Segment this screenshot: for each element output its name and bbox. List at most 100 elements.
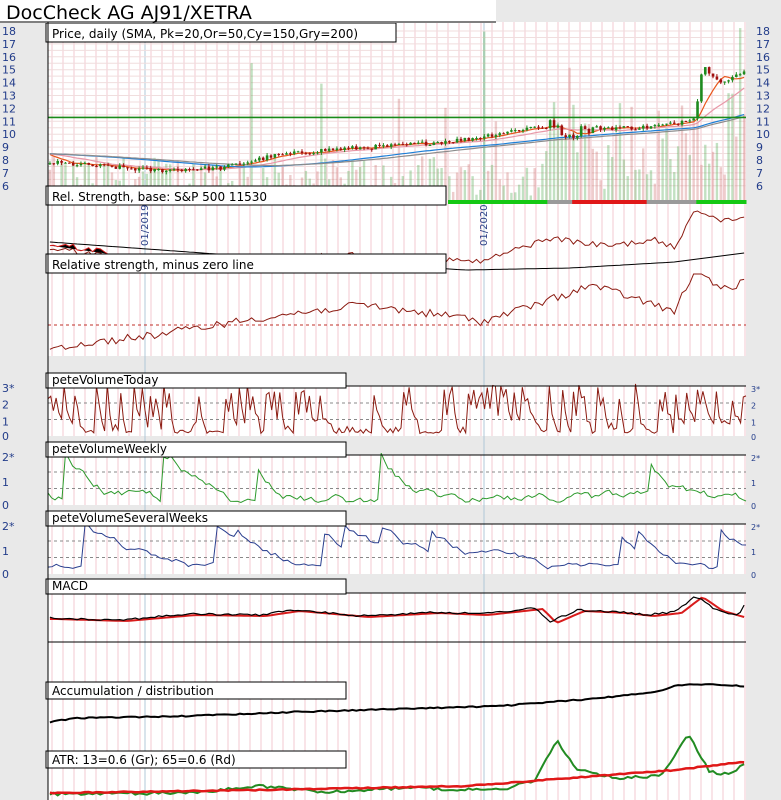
- panel-title: Price, daily (SMA, Pk=20,Or=50,Cy=150,Gr…: [52, 27, 358, 41]
- candle-body: [153, 169, 156, 172]
- range-strip-segment: [559, 200, 573, 204]
- volume-bar: [358, 166, 362, 204]
- candle-body: [168, 169, 172, 171]
- candle-body: [510, 130, 513, 132]
- volume-bar: [382, 165, 385, 204]
- candle-body: [626, 126, 630, 128]
- volume-bar: [397, 98, 401, 204]
- price-right-y-tick: 18: [756, 25, 770, 38]
- candle-body: [413, 142, 416, 144]
- candle-body: [475, 137, 478, 139]
- candle-body: [459, 138, 463, 141]
- volume-bar: [463, 170, 467, 204]
- range-strip-segment: [534, 200, 548, 204]
- volume-bar: [165, 163, 168, 204]
- range-strip-segment: [485, 200, 499, 204]
- candle-body: [521, 129, 525, 132]
- candle-body: [428, 144, 432, 146]
- range-strip-segment: [497, 200, 511, 204]
- volume-bar: [707, 163, 711, 204]
- candle-body: [60, 161, 63, 163]
- candle-body: [172, 169, 176, 171]
- panel-title-box: [45, 750, 347, 769]
- candle-body: [149, 167, 153, 172]
- volume-several-line: [47, 522, 747, 570]
- candle-body: [657, 124, 661, 126]
- candle-body: [68, 162, 71, 164]
- volume-bar: [537, 187, 540, 204]
- volume-bar: [176, 161, 180, 204]
- candle-body: [227, 164, 230, 167]
- candle-body: [603, 127, 606, 130]
- date-label: 01/2020: [479, 204, 490, 246]
- volume-bar: [521, 176, 525, 204]
- volume-bar: [622, 159, 626, 204]
- volume-bar: [700, 164, 703, 204]
- candle-body: [649, 126, 653, 129]
- main-title-box: [0, 0, 496, 23]
- volume-weekly-y-tick: 2*: [2, 451, 15, 464]
- candle-body: [374, 144, 377, 150]
- candle-body: [448, 141, 451, 143]
- candle-body: [378, 144, 381, 146]
- volume-bar: [727, 93, 730, 204]
- candle-body: [696, 101, 699, 119]
- candle-body: [735, 74, 738, 77]
- panel-vweekly-bg: [48, 455, 746, 505]
- volume-bar: [704, 144, 707, 204]
- candle-body: [71, 162, 75, 166]
- candle-body: [634, 129, 637, 131]
- volume-today-right-y-tick: 1: [751, 418, 756, 427]
- candle-body: [544, 127, 548, 129]
- panel-title-box: [45, 372, 347, 389]
- atr-65-line: [49, 760, 745, 795]
- panel-title-box: [45, 681, 347, 700]
- volume-bar: [595, 151, 598, 204]
- candle-body: [203, 166, 207, 169]
- range-strip-segment: [621, 200, 635, 204]
- candle-body: [192, 169, 195, 171]
- candle-body: [316, 152, 319, 154]
- candle-body: [75, 165, 79, 167]
- volume-bar: [95, 157, 98, 204]
- range-strip-segment: [733, 200, 747, 204]
- volume-bar: [731, 93, 734, 204]
- range-strip-segment: [510, 200, 523, 204]
- volume-bar: [576, 152, 579, 204]
- volume-bar: [64, 164, 67, 204]
- candle-body: [572, 134, 575, 138]
- volume-bar: [444, 107, 447, 204]
- volume-bar: [611, 157, 614, 204]
- candle-body: [83, 162, 87, 164]
- price-y-tick: 6: [2, 180, 9, 193]
- candle-body: [513, 130, 517, 132]
- candle-body: [157, 169, 160, 171]
- volume-bar: [153, 157, 156, 204]
- sma-150-line: [49, 114, 745, 168]
- volume-bar: [653, 183, 657, 204]
- candle-body: [707, 67, 711, 74]
- candle-body: [498, 133, 502, 136]
- range-strip-segment: [696, 200, 710, 204]
- range-strip-segment: [572, 200, 586, 204]
- range-strip-segment: [584, 200, 598, 204]
- volume-several-y-tick: 1: [2, 545, 9, 558]
- volume-bar: [564, 135, 567, 204]
- price-y-tick: 14: [2, 77, 16, 90]
- candle-body: [122, 165, 125, 168]
- candle-body: [126, 167, 129, 169]
- price-right-y-tick: 6: [756, 180, 763, 193]
- candle-body: [742, 71, 746, 75]
- candle-body: [366, 147, 370, 149]
- rs-minus-zero-line: [49, 273, 745, 350]
- volume-bar: [490, 164, 494, 204]
- range-strip-segment: [547, 200, 561, 204]
- panel-title: peteVolumeWeekly: [52, 442, 167, 456]
- volume-bar: [583, 123, 587, 204]
- volume-bar: [715, 142, 719, 204]
- volume-bar: [517, 184, 521, 204]
- volume-today-y-tick: 1: [2, 415, 9, 428]
- volume-bar: [502, 185, 505, 204]
- candle-body: [99, 164, 102, 167]
- volume-bar: [599, 180, 602, 204]
